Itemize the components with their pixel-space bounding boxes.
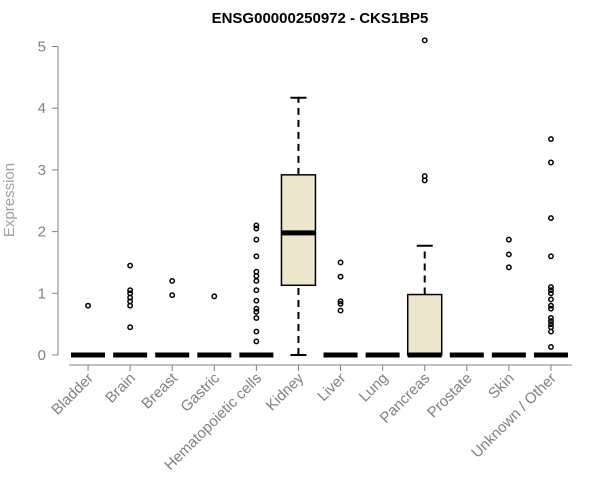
outlier-point [505,251,512,258]
y-axis-title: Expression [1,163,18,237]
outlier-point [548,159,554,166]
x-tick-label: Brain [102,370,139,407]
y-tick-label: 0 [38,347,46,364]
x-tick-label: Lung [356,370,392,406]
outlier-point [548,296,554,303]
outlier-point [169,278,176,284]
outlier-point [548,318,554,325]
outlier-point [548,324,554,331]
outlier-point [253,297,260,304]
box-gastric [197,293,232,358]
x-tick-label: Kidney [263,369,308,414]
outlier-point [421,37,428,44]
outlier-point [127,324,134,331]
outlier-point [505,264,512,271]
outlier-point [548,344,554,350]
outlier-point [505,236,512,243]
outlier-point [548,287,554,294]
outlier-point [548,253,554,260]
box-liver [323,259,358,358]
outlier-point [548,321,554,328]
outlier-point [253,287,260,294]
y-tick-label: 2 [38,224,46,241]
outlier-point [253,328,260,335]
box-skin [491,236,526,358]
outlier-point [548,215,554,221]
outlier-point [337,259,344,266]
outlier-point [253,225,260,232]
box-brain [113,262,148,358]
box-unknown-other [533,136,568,358]
outlier-point [548,284,554,291]
box-hematopoietic-cells [239,222,274,358]
outlier-point [253,222,260,229]
outlier-point [337,298,344,305]
outlier-point [337,300,344,307]
outlier-point [253,338,260,345]
box-kidney [280,96,317,356]
outlier-point [253,308,260,315]
outlier-point [127,287,134,294]
x-tick-label: Liver [314,370,349,405]
outlier-point [337,273,344,280]
y-tick-label: 5 [38,39,46,56]
box-pancreas [406,37,443,358]
outlier-point [548,290,554,297]
outlier-point [548,136,554,143]
outlier-point [127,290,134,297]
x-tick-label: Prostate [424,370,476,422]
y-tick-label: 3 [38,162,46,179]
outlier-point [253,253,260,260]
outlier-point [253,278,260,284]
x-tick-label: Bladder [48,370,97,419]
x-tick-label: Skin [485,370,518,403]
outlier-point [253,315,260,321]
y-tick-label: 1 [38,285,46,302]
outlier-point [548,302,554,309]
outlier-point [421,173,428,180]
iqr-box [406,293,443,356]
outlier-point [548,305,554,312]
outlier-point [253,305,260,312]
box-breast [155,278,190,358]
outlier-point [548,315,554,321]
outlier-point [85,302,91,309]
x-tick-label: Breast [138,369,181,412]
outlier-point [337,307,344,314]
box-bladder [71,302,106,358]
boxes [71,37,568,358]
chart-title: ENSG00000250972 - CKS1BP5 [212,10,429,27]
outlier-point [211,293,218,300]
outlier-point [253,236,260,243]
y-tick-label: 4 [38,100,46,117]
outlier-point [253,268,260,275]
iqr-box [280,174,317,287]
outlier-point [169,292,176,299]
outlier-point [127,262,134,269]
axes: 0 1 2 3 4 5 [38,39,572,371]
